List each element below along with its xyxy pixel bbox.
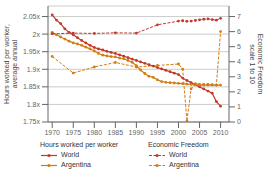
svg-text:7: 7: [237, 13, 241, 20]
svg-text:2005: 2005: [192, 129, 208, 136]
svg-text:2: 2: [237, 88, 241, 95]
svg-text:2.05x: 2.05x: [23, 13, 41, 20]
html-text:Argentina: Argentina: [169, 161, 199, 169]
svg-text:1: 1: [237, 103, 241, 110]
html-text:Economic Freedom: Economic Freedom: [148, 141, 209, 148]
svg-text:1.85x: 1.85x: [23, 83, 41, 90]
svg-text:2000: 2000: [171, 129, 187, 136]
html-text:World: World: [61, 151, 80, 159]
svg-text:1.8x: 1.8x: [27, 101, 41, 108]
svg-text:1985: 1985: [108, 129, 124, 136]
svg-text:1.75x: 1.75x: [23, 118, 41, 125]
svg-text:1.9x: 1.9x: [27, 66, 41, 73]
svg-text:1975: 1975: [65, 129, 81, 136]
html-text:World: World: [169, 151, 188, 159]
svg-text:1970: 1970: [44, 129, 60, 136]
svg-text:5: 5: [237, 43, 241, 50]
svg-text:3: 3: [237, 73, 241, 80]
svg-text:2x: 2x: [33, 31, 41, 38]
html-text:Argentina: Argentina: [61, 161, 91, 169]
svg-text:1995: 1995: [150, 129, 166, 136]
html-text:Hours worked per worker: Hours worked per worker: [40, 141, 119, 148]
svg-text:1990: 1990: [129, 129, 145, 136]
svg-text:2010: 2010: [213, 129, 229, 136]
svg-text:1.95x: 1.95x: [23, 48, 41, 55]
svg-text:Hours worked per worker,averag: Hours worked per worker,average annual: [8, 24, 19, 104]
svg-text:4: 4: [237, 58, 241, 65]
svg-text:Economic Freedomscale 1 to 10: Economic Freedomscale 1 to 10: [249, 34, 259, 95]
svg-text:6: 6: [237, 28, 241, 35]
svg-text:0: 0: [237, 118, 241, 125]
svg-text:1980: 1980: [87, 129, 103, 136]
